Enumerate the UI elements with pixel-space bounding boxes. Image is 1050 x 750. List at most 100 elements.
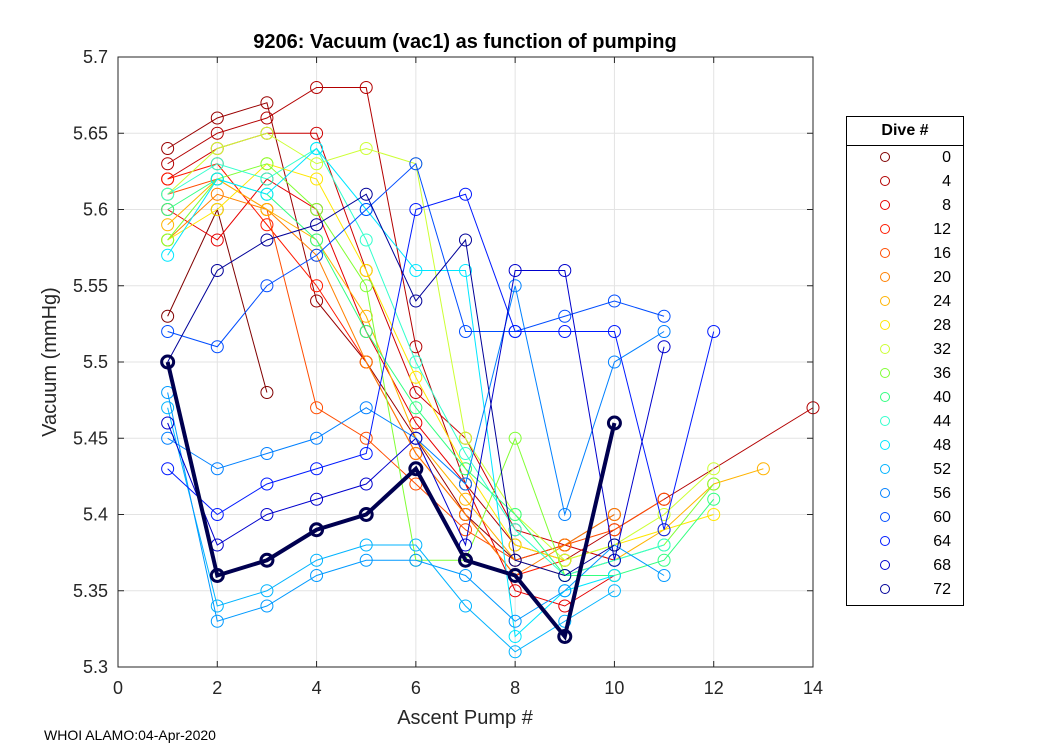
data-point [210, 142, 224, 155]
x-tick-label: 0 [113, 678, 123, 698]
data-point [161, 233, 175, 247]
data-point [260, 279, 274, 293]
data-point [607, 584, 621, 598]
data-point [359, 355, 373, 369]
legend-label: 16 [933, 245, 951, 262]
data-point [409, 553, 423, 567]
data-point [310, 81, 324, 94]
data-series [161, 187, 721, 537]
data-point [409, 431, 423, 445]
data-point [508, 630, 522, 643]
data-point [508, 325, 522, 338]
data-point [508, 538, 522, 552]
y-tick-label: 5.65 [73, 123, 108, 143]
data-point [310, 172, 324, 186]
legend-label: 44 [933, 413, 951, 430]
data-series [161, 126, 621, 567]
legend-marker [880, 320, 890, 330]
legend-entry: 60 [847, 506, 963, 530]
data-point [161, 309, 175, 323]
legend-marker [880, 344, 890, 354]
y-tick-label: 5.55 [73, 276, 108, 296]
data-point [310, 218, 324, 232]
legend-entry: 32 [847, 338, 963, 362]
data-point [459, 492, 472, 506]
data-point [210, 599, 224, 613]
x-tick-label: 4 [312, 678, 322, 698]
series-line [167, 132, 615, 561]
data-point [558, 508, 572, 521]
data-point [409, 203, 423, 216]
data-point [409, 264, 423, 277]
data-point [161, 157, 175, 171]
data-point [260, 187, 274, 201]
legend-label: 8 [942, 197, 951, 214]
highlight-point [259, 552, 275, 568]
data-point [260, 386, 274, 399]
legend-marker [880, 560, 890, 570]
data-point [657, 340, 671, 354]
data-point [607, 538, 621, 552]
series-line [167, 147, 615, 638]
data-point [210, 203, 224, 216]
legend-label: 32 [933, 341, 951, 358]
data-point [210, 172, 224, 186]
data-point [161, 218, 175, 232]
data-point [310, 142, 324, 155]
data-point [558, 264, 572, 277]
data-point [260, 126, 274, 140]
data-point [310, 492, 324, 506]
x-tick-label: 10 [604, 678, 624, 698]
series-line [167, 193, 615, 577]
legend-marker [880, 296, 890, 306]
legend-label: 28 [933, 317, 951, 334]
series-line [167, 132, 715, 561]
data-point [161, 401, 175, 415]
legend-label: 20 [933, 269, 951, 286]
series-line [167, 163, 714, 561]
data-point [310, 248, 324, 262]
x-tick-label: 14 [803, 678, 823, 698]
y-tick-label: 5.6 [83, 200, 108, 220]
data-point [260, 233, 274, 247]
data-point [310, 569, 324, 582]
footer-note: WHOI ALAMO:04-Apr-2020 [44, 727, 216, 743]
data-point [260, 172, 274, 186]
data-point [210, 187, 224, 201]
legend-marker [880, 248, 890, 258]
series-line [167, 193, 615, 577]
data-point [359, 447, 373, 460]
series-line [167, 193, 715, 530]
legend-entry: 24 [847, 290, 963, 314]
data-point [607, 294, 621, 308]
chart-title: 9206: Vacuum (vac1) as function of pumpi… [253, 31, 676, 53]
data-point [260, 218, 274, 232]
data-point [310, 157, 324, 171]
legend-label: 52 [933, 461, 951, 478]
data-point [359, 187, 373, 201]
series-line [167, 178, 764, 577]
data-point [508, 431, 522, 445]
legend-entry: 64 [847, 530, 963, 554]
data-point [260, 477, 274, 491]
data-point [607, 523, 621, 537]
data-point [310, 294, 324, 308]
highlight-line [165, 361, 617, 641]
legend-marker [880, 416, 890, 426]
data-series [161, 386, 671, 628]
data-point [707, 492, 721, 506]
highlight-point [358, 507, 374, 522]
data-point [210, 126, 224, 140]
data-point [210, 264, 224, 277]
data-point [558, 569, 572, 582]
legend-label: 4 [942, 173, 951, 190]
data-point [161, 462, 175, 476]
data-point [409, 386, 423, 399]
legend-entry: 48 [847, 434, 963, 458]
data-point [508, 279, 522, 293]
legend-label: 72 [933, 581, 951, 598]
data-point [161, 142, 175, 155]
data-point [409, 157, 423, 171]
y-axis-label: Vacuum (mmHg) [39, 287, 61, 437]
